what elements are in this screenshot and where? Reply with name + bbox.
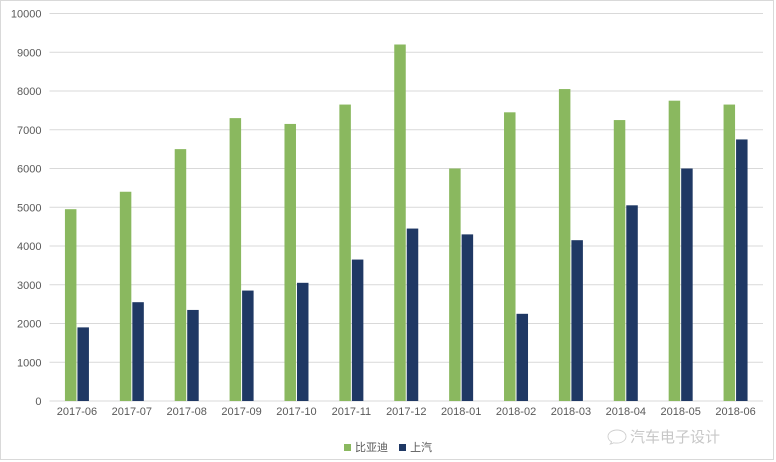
svg-text:4000: 4000: [17, 241, 41, 253]
svg-text:2018-03: 2018-03: [551, 406, 591, 418]
svg-text:0: 0: [35, 396, 41, 408]
svg-text:9000: 9000: [17, 47, 41, 59]
svg-text:2018-05: 2018-05: [660, 406, 700, 418]
svg-text:2017-06: 2017-06: [57, 406, 97, 418]
svg-text:7000: 7000: [17, 125, 41, 137]
svg-text:10000: 10000: [11, 9, 42, 21]
svg-text:2018-04: 2018-04: [606, 406, 646, 418]
svg-text:2017-10: 2017-10: [276, 406, 316, 418]
svg-text:8000: 8000: [17, 86, 41, 98]
svg-text:1000: 1000: [17, 357, 41, 369]
svg-text:6000: 6000: [17, 164, 41, 176]
svg-text:2000: 2000: [17, 319, 41, 331]
svg-text:2018-02: 2018-02: [496, 406, 536, 418]
svg-text:2018-01: 2018-01: [441, 406, 481, 418]
svg-text:3000: 3000: [17, 280, 41, 292]
svg-text:2017-07: 2017-07: [112, 406, 152, 418]
svg-text:2017-08: 2017-08: [167, 406, 207, 418]
svg-text:2017-11: 2017-11: [332, 406, 372, 418]
svg-text:2017-12: 2017-12: [386, 406, 426, 418]
svg-text:2017-09: 2017-09: [221, 406, 261, 418]
svg-text:2018-06: 2018-06: [715, 406, 755, 418]
svg-text:5000: 5000: [17, 202, 41, 214]
